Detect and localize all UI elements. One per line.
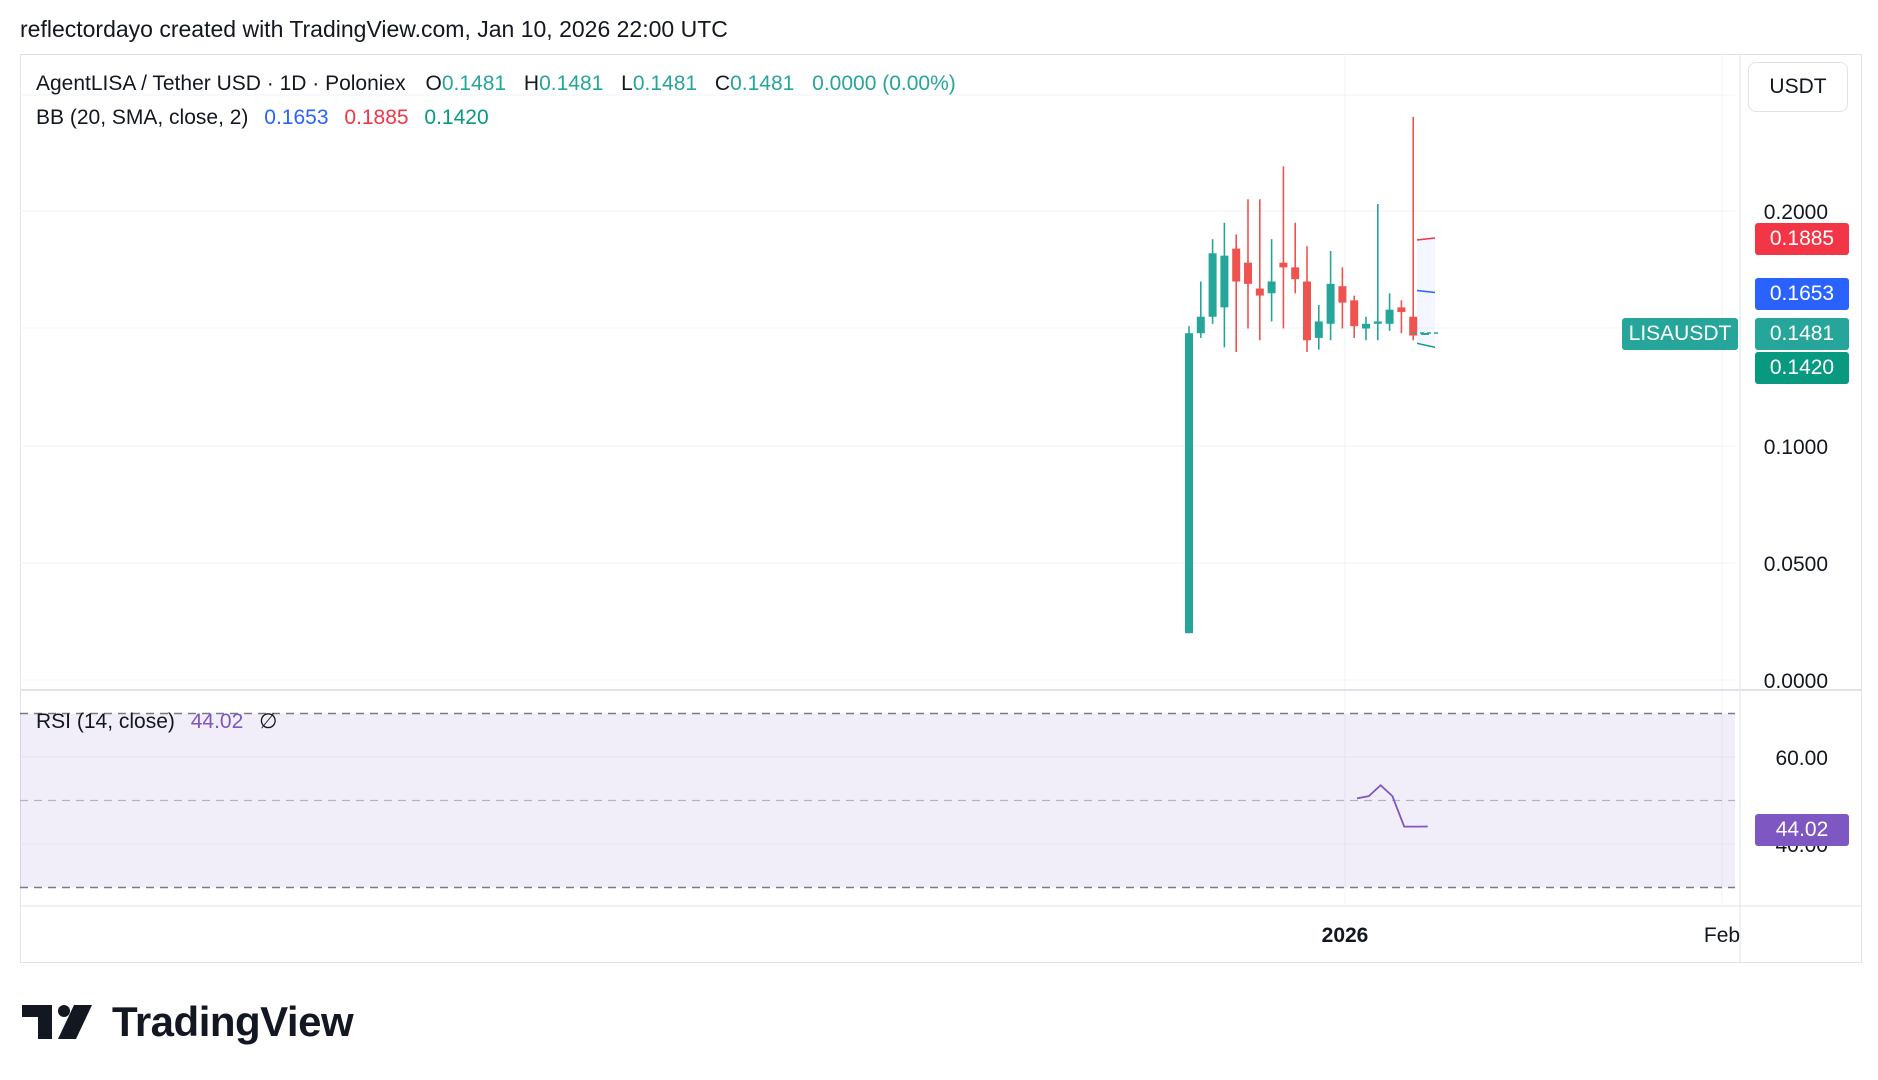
rsi-line (1356, 784, 1428, 828)
change-value: 0.0000 (0.00%) (812, 72, 956, 95)
high-label: H (523, 72, 540, 95)
candle-body (1362, 323, 1370, 329)
candle-body (1397, 307, 1406, 313)
bb-basis-line (1416, 289, 1436, 294)
price-tick-label: 0.2000 (1764, 201, 1828, 224)
candle-body (1326, 283, 1335, 324)
candle-body (1185, 333, 1193, 634)
bb-upper-value: 0.1885 (344, 106, 409, 129)
rsi-series-line (1356, 784, 1428, 828)
bb-label[interactable]: BB (20, SMA, close, 2) (36, 106, 249, 129)
rsi-tick-label: 60.00 (1775, 747, 1828, 770)
currency-unit-button[interactable]: USDT (1748, 62, 1848, 112)
tradingview-logo[interactable]: TradingView (22, 998, 354, 1046)
bb-fill (1417, 238, 1435, 348)
close-label: C (714, 72, 731, 95)
candle-body (1244, 262, 1252, 284)
rsi-legend[interactable]: RSI (14, close) 44.02 ∅ (36, 709, 283, 734)
rsi-price-label: 44.02 (1755, 814, 1849, 846)
candle-body (1409, 316, 1418, 336)
candle-body (1385, 309, 1394, 324)
bb-basis-price-label: 0.1653 (1755, 278, 1849, 310)
candle-body (1338, 286, 1347, 303)
candle-body (1255, 288, 1264, 296)
no-data-icon: ∅ (259, 710, 278, 733)
candle-body (1314, 321, 1323, 338)
tradingview-logo-text: TradingView (112, 998, 354, 1045)
bb-lower-price-label: 0.1420 (1755, 352, 1849, 384)
tradingview-logo-icon (22, 1005, 92, 1039)
chart-frame (20, 54, 1862, 963)
symbol-title[interactable]: AgentLISA / Tether USD · 1D · Poloniex (36, 72, 406, 95)
candle-body (1220, 255, 1229, 308)
close-value: 0.1481 (730, 72, 795, 95)
bb-basis-value: 0.1653 (264, 106, 329, 129)
rsi-pane (20, 712, 1735, 889)
candle-body (1196, 316, 1205, 334)
low-value: 0.1481 (632, 72, 698, 95)
symbol-price-label: LISAUSDT (1622, 318, 1738, 350)
time-tick-label: 2026 (1322, 924, 1369, 947)
candle-body (1267, 281, 1276, 294)
bb-lower-line (1416, 342, 1436, 349)
candle-body (1421, 332, 1429, 335)
candle-body (1208, 253, 1217, 317)
price-tick-label: 0.0500 (1764, 553, 1828, 576)
price-tick-label: 0.0000 (1764, 670, 1828, 693)
attribution-text: reflectordayo created with TradingView.c… (20, 16, 728, 42)
candle-body (1303, 281, 1311, 341)
rsi-label[interactable]: RSI (14, close) (36, 710, 175, 733)
bb-lower-value: 0.1420 (424, 106, 489, 129)
candle-body (1373, 321, 1382, 324)
price-tick-label: 0.1000 (1764, 436, 1828, 459)
last-price-label: 0.1481 (1755, 318, 1849, 350)
symbol-legend[interactable]: AgentLISA / Tether USD · 1D · Poloniex O… (36, 72, 962, 96)
grid-lines (20, 55, 1862, 963)
axis-labels: 0.20000.10000.05000.000060.0040.002026Fe… (1322, 201, 1828, 947)
candle-body (1350, 300, 1359, 327)
candle-body (1279, 262, 1288, 268)
bollinger-bands (1413, 237, 1439, 349)
open-value: 0.1481 (441, 72, 507, 95)
rsi-value: 44.02 (190, 710, 244, 733)
time-tick-label: Feb (1704, 924, 1740, 947)
candle-body (1232, 248, 1241, 282)
high-value: 0.1481 (539, 72, 604, 95)
bb-upper-line (1416, 237, 1436, 241)
bb-upper-price-label: 0.1885 (1755, 223, 1849, 255)
candle-body (1291, 267, 1300, 280)
low-label: L (621, 72, 633, 95)
bb-legend[interactable]: BB (20, SMA, close, 2) 0.1653 0.1885 0.1… (36, 106, 495, 130)
open-label: O (425, 72, 442, 95)
candles (1185, 117, 1429, 634)
